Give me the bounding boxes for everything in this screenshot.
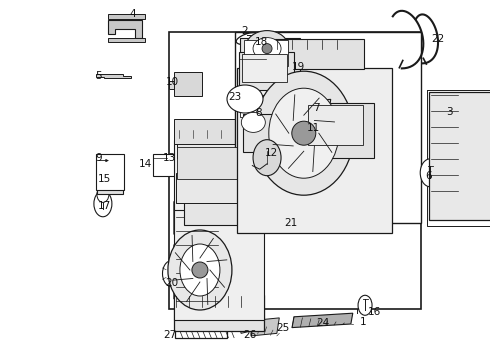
Text: 7: 7 [314,103,320,113]
Polygon shape [251,318,279,336]
Ellipse shape [253,37,281,60]
Bar [427,90,490,226]
Polygon shape [279,59,289,72]
Ellipse shape [192,262,208,278]
Text: 24: 24 [316,318,329,328]
Bar [242,54,287,82]
Text: 4: 4 [129,9,136,19]
Text: 11: 11 [307,123,320,133]
Bar [184,187,239,225]
Bar [308,105,363,145]
Text: 5: 5 [96,71,102,81]
Text: 15: 15 [98,174,111,184]
Text: 20: 20 [166,278,179,288]
Text: 18: 18 [255,37,268,48]
Ellipse shape [253,140,281,176]
Text: 9: 9 [96,153,102,163]
Bar [174,295,264,331]
Ellipse shape [163,261,180,287]
Ellipse shape [358,295,372,315]
Text: 10: 10 [166,77,179,87]
Ellipse shape [245,31,289,67]
Text: 2: 2 [242,26,248,36]
Bar [97,176,123,194]
Polygon shape [174,202,235,245]
Polygon shape [292,313,353,328]
Bar [177,147,270,179]
Bar [239,52,294,90]
Text: 25: 25 [276,323,289,333]
Ellipse shape [269,88,339,178]
Bar [174,140,282,210]
Bar [153,154,181,176]
Ellipse shape [420,159,440,187]
Text: 17: 17 [98,201,111,211]
Ellipse shape [292,121,316,145]
Text: 16: 16 [368,307,381,318]
Text: 22: 22 [431,34,444,44]
Bar [243,114,288,153]
Text: 21: 21 [284,218,297,228]
Bar [237,68,392,233]
Bar [177,128,277,158]
Polygon shape [108,20,142,38]
Bar [274,39,365,69]
Polygon shape [239,321,250,333]
Polygon shape [169,81,196,89]
Text: 26: 26 [243,330,257,340]
Polygon shape [96,74,131,78]
Text: 3: 3 [446,107,453,117]
Bar [174,119,282,144]
Ellipse shape [97,186,109,202]
Ellipse shape [242,112,265,132]
Polygon shape [174,245,230,299]
Ellipse shape [97,168,109,179]
Text: 12: 12 [265,148,278,158]
Bar [429,92,490,220]
Bar [174,72,202,96]
Bar [175,320,227,338]
Bar [176,173,286,203]
Text: 23: 23 [228,92,241,102]
Ellipse shape [254,71,354,195]
Text: 1: 1 [360,317,367,327]
Polygon shape [306,99,331,116]
Bar [169,32,421,309]
Bar [304,103,374,158]
Bar [96,154,124,190]
Polygon shape [108,38,145,42]
Text: 13: 13 [163,153,176,163]
Text: 6: 6 [425,171,432,181]
Polygon shape [108,14,145,19]
Bar [240,95,276,117]
Bar [235,32,421,223]
Ellipse shape [281,53,300,81]
Bar [240,38,300,78]
Ellipse shape [227,85,263,113]
Ellipse shape [180,244,220,296]
Text: 27: 27 [163,330,176,340]
Bar [174,202,264,320]
Bar [244,40,288,66]
Ellipse shape [94,191,112,217]
Text: 8: 8 [255,108,262,118]
Ellipse shape [168,230,232,310]
Ellipse shape [262,44,272,54]
Text: 14: 14 [139,159,152,169]
Text: 19: 19 [292,62,305,72]
